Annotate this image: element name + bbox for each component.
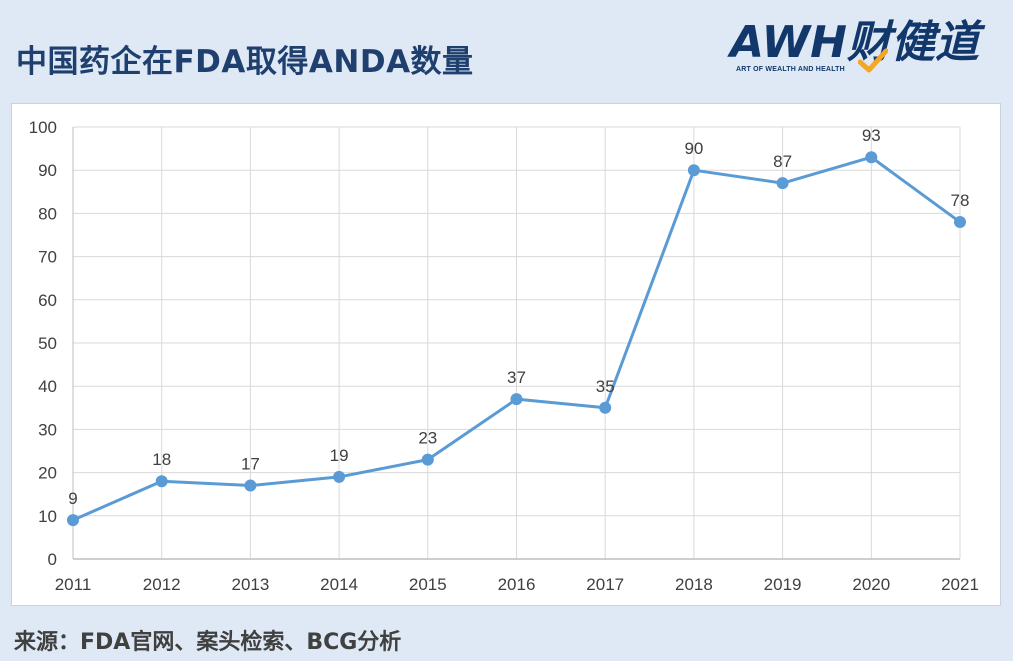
x-tick-label: 2016 [498, 575, 536, 594]
logo-mark: AWH财健道 [730, 17, 980, 68]
data-point [67, 514, 79, 527]
checkmark-icon [858, 48, 888, 73]
y-tick-label: 70 [38, 248, 57, 267]
x-tick-label: 2012 [143, 575, 181, 594]
y-tick-label: 50 [38, 334, 57, 353]
data-point [865, 151, 878, 164]
x-tick-label: 2013 [231, 575, 269, 594]
data-point [510, 393, 523, 406]
data-label: 87 [773, 152, 792, 171]
y-tick-label: 20 [38, 464, 57, 483]
y-tick-label: 40 [38, 377, 57, 396]
data-label: 23 [418, 429, 437, 448]
x-tick-label: 2011 [55, 575, 92, 594]
y-tick-label: 30 [38, 420, 57, 439]
data-label: 90 [684, 139, 703, 158]
line-chart: 0 10 20 30 40 50 60 70 80 90 100 2011 2012 2013 2014 20… [29, 118, 979, 594]
logo-tagline: ART OF WEALTH AND HEALTH [736, 66, 845, 73]
data-label: 19 [330, 446, 349, 465]
y-tick-label: 10 [38, 507, 57, 526]
y-tick-label: 100 [29, 118, 57, 137]
x-tick-label: 2018 [675, 575, 713, 594]
y-tick-label: 0 [48, 550, 57, 569]
data-point [776, 177, 789, 190]
data-label: 35 [596, 377, 615, 396]
source-note: 来源：FDA官网、案头检索、BCG分析 [14, 630, 402, 655]
data-point [421, 453, 434, 466]
data-point [244, 479, 257, 492]
chart-title: 中国药企在FDA取得ANDA数量 [16, 44, 474, 80]
data-point [599, 401, 612, 414]
y-tick-label: 90 [38, 161, 57, 180]
data-point [954, 216, 966, 229]
data-label: 9 [68, 489, 77, 508]
x-tick-label: 2021 [941, 575, 979, 594]
x-tick-label: 2017 [586, 575, 624, 594]
data-label: 17 [241, 455, 260, 474]
data-label: 18 [152, 450, 171, 469]
y-tick-label: 80 [38, 204, 57, 223]
x-tick-label: 2015 [409, 575, 447, 594]
data-label: 37 [507, 368, 526, 387]
data-point [333, 470, 346, 483]
data-point [687, 164, 700, 177]
brand-logo: AWH财健道 ART OF WEALTH AND HEALTH [730, 18, 1000, 80]
data-point [155, 475, 168, 488]
x-tick-label: 2020 [852, 575, 890, 594]
y-tick-label: 60 [38, 291, 57, 310]
x-tick-label: 2014 [320, 575, 358, 594]
x-tick-label: 2019 [764, 575, 802, 594]
data-label: 93 [862, 126, 881, 145]
chart-area: 0 10 20 30 40 50 60 70 80 90 100 2011 2012 2013 2014 20… [11, 103, 1001, 606]
data-label: 78 [951, 191, 970, 210]
